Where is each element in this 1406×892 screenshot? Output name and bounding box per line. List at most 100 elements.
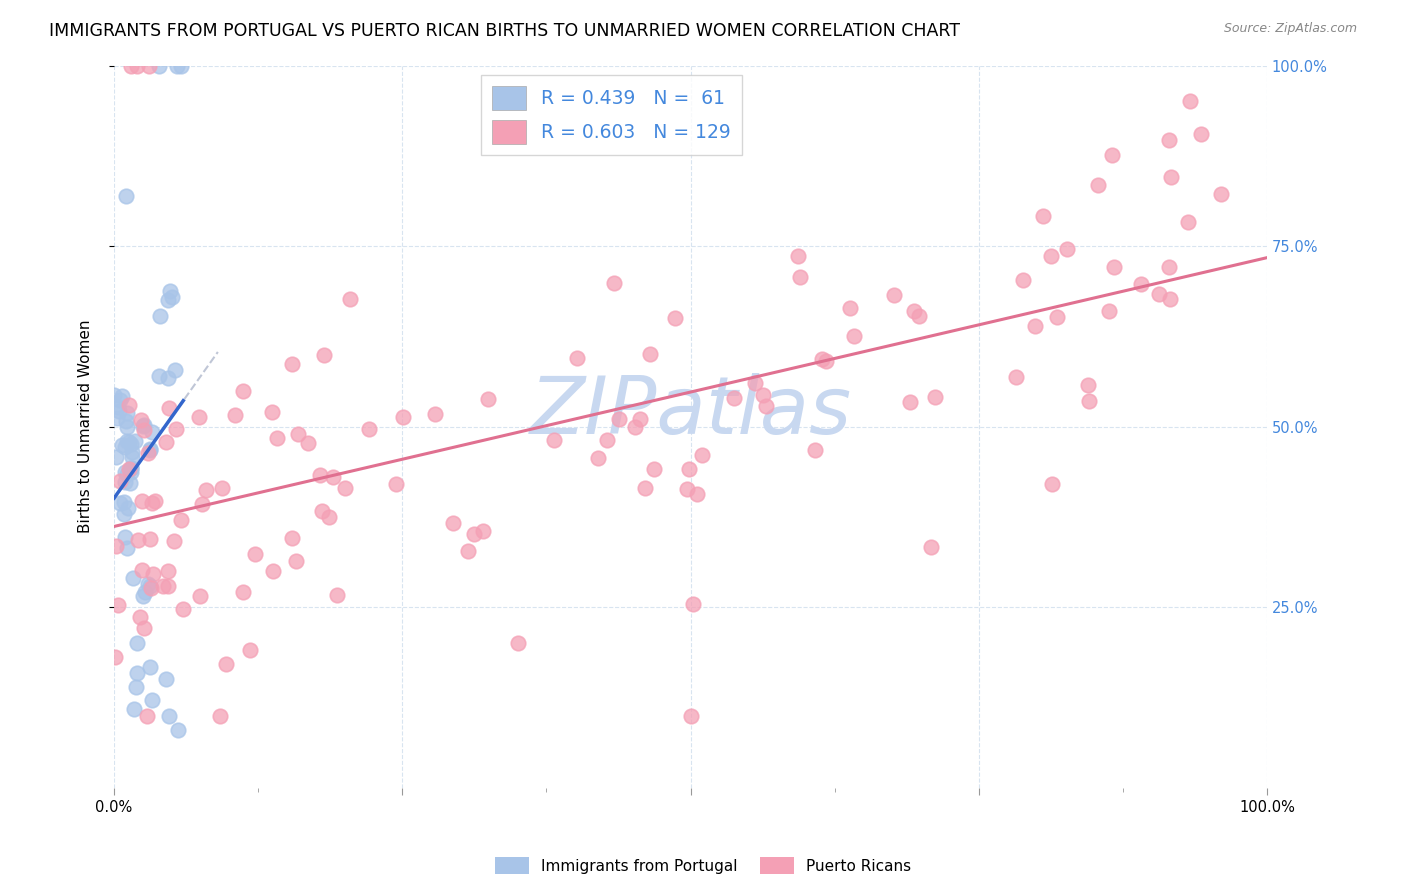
Point [1024, 318, 1046, 333]
Point [266, 431, 288, 445]
Point [472, 524, 495, 539]
Point [132, 622, 155, 636]
Point [131, 493, 153, 508]
Point [1147, 286, 1170, 301]
Point [163, 534, 186, 549]
Point [297, 436, 319, 450]
Point [115, 467, 138, 482]
Point [664, 310, 686, 325]
Point [112, 507, 135, 521]
Point [391, 410, 413, 425]
Point [148, 59, 170, 73]
Point [131, 563, 153, 577]
Point [132, 417, 155, 432]
Point [134, 585, 156, 599]
Point [311, 504, 333, 518]
Point [1101, 148, 1123, 162]
Point [609, 411, 631, 425]
Point [155, 435, 177, 450]
Point [160, 290, 183, 304]
Point [1087, 178, 1109, 193]
Point [565, 351, 588, 365]
Point [117, 500, 139, 515]
Point [209, 708, 232, 723]
Point [441, 516, 464, 530]
Point [883, 288, 905, 302]
Point [136, 446, 159, 460]
Point [1032, 209, 1054, 223]
Point [385, 477, 408, 491]
Point [903, 303, 925, 318]
Point [287, 427, 309, 442]
Point [339, 292, 361, 306]
Point [141, 425, 163, 440]
Point [318, 510, 340, 524]
Point [506, 636, 529, 650]
Point [1098, 304, 1121, 318]
Point [125, 680, 148, 694]
Point [1046, 310, 1069, 324]
Point [1040, 477, 1063, 491]
Point [170, 59, 193, 73]
Point [141, 496, 163, 510]
Point [191, 497, 214, 511]
Point [120, 475, 142, 490]
Point [118, 435, 141, 450]
Point [118, 461, 141, 475]
Point [104, 539, 127, 553]
Point [195, 483, 218, 498]
Point [122, 702, 145, 716]
Point [898, 395, 921, 409]
Point [586, 451, 609, 466]
Point [1039, 249, 1062, 263]
Point [155, 673, 177, 687]
Point [170, 513, 193, 527]
Point [357, 422, 380, 436]
Point [128, 609, 150, 624]
Point [624, 419, 647, 434]
Text: Source: ZipAtlas.com: Source: ZipAtlas.com [1223, 22, 1357, 36]
Point [1102, 260, 1125, 274]
Point [108, 496, 131, 510]
Point [280, 531, 302, 545]
Point [142, 566, 165, 581]
Point [121, 450, 143, 464]
Point [543, 433, 565, 447]
Point [143, 494, 166, 508]
Point [1077, 393, 1099, 408]
Point [111, 389, 134, 403]
Point [141, 693, 163, 707]
Point [127, 533, 149, 548]
Point [138, 59, 160, 73]
Point [786, 249, 808, 263]
Text: IMMIGRANTS FROM PORTUGAL VS PUERTO RICAN BIRTHS TO UNMARRIED WOMEN CORRELATION C: IMMIGRANTS FROM PORTUGAL VS PUERTO RICAN… [49, 22, 960, 40]
Point [1077, 378, 1099, 392]
Point [136, 577, 159, 591]
Point [139, 442, 162, 457]
Point [1159, 133, 1181, 147]
Point [643, 461, 665, 475]
Point [457, 544, 479, 558]
Point [682, 597, 704, 611]
Point [239, 643, 262, 657]
Point [139, 660, 162, 674]
Point [149, 309, 172, 323]
Point [124, 434, 146, 449]
Point [108, 403, 131, 417]
Point [172, 602, 194, 616]
Y-axis label: Births to Unmarried Women: Births to Unmarried Women [79, 320, 93, 533]
Point [1011, 272, 1033, 286]
Point [596, 433, 619, 447]
Point [115, 419, 138, 434]
Point [628, 412, 651, 426]
Point [1056, 242, 1078, 256]
Point [814, 354, 837, 368]
Point [120, 59, 142, 73]
Point [152, 579, 174, 593]
Point [333, 481, 356, 495]
Point [112, 495, 135, 509]
Point [156, 564, 179, 578]
Point [634, 481, 657, 495]
Point [141, 582, 163, 596]
Point [132, 423, 155, 437]
